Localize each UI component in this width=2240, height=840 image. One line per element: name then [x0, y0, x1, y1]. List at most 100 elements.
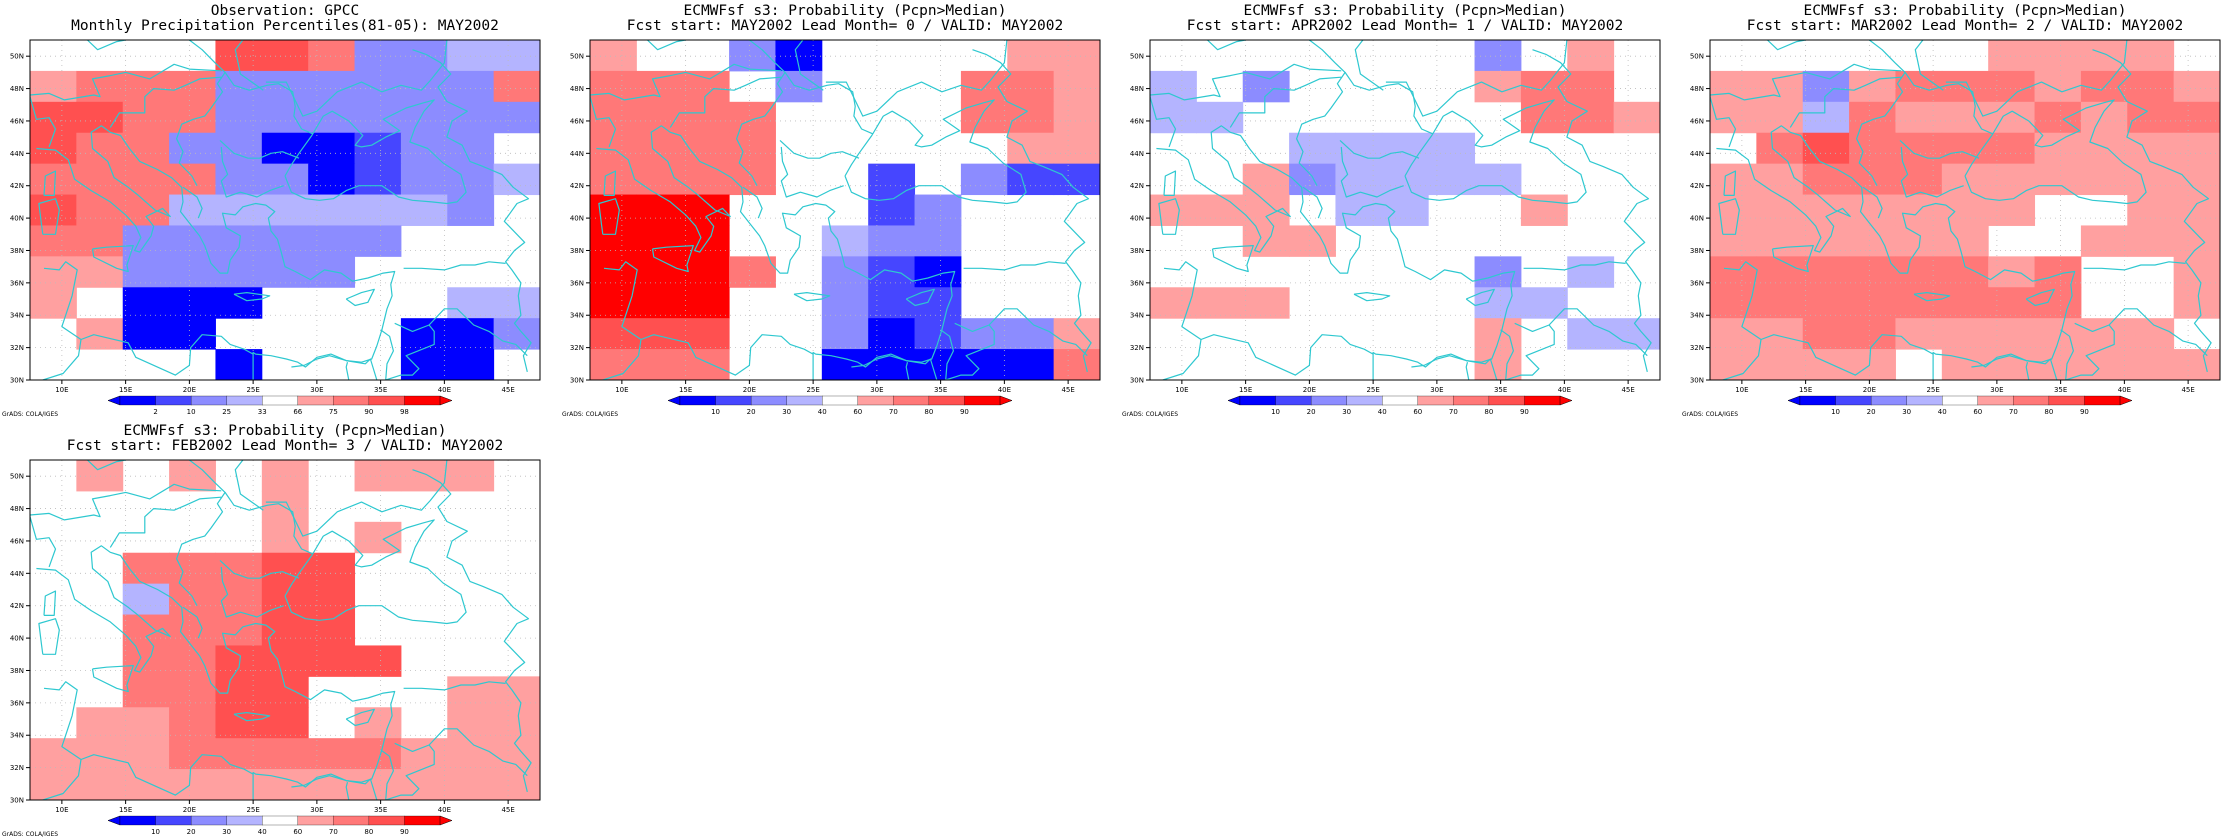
coastline [603, 170, 617, 196]
y-tick-label: 36N [10, 699, 24, 707]
coastline [394, 308, 528, 357]
y-tick-label: 42N [10, 602, 24, 610]
coastline [234, 40, 264, 91]
colorbar-swatch [679, 395, 717, 406]
heatmap-cell [30, 70, 77, 103]
colorbar-tick-label: 10 [187, 408, 196, 416]
colorbar-tick-label: 33 [258, 408, 267, 416]
colorbar-arrow-high [2119, 395, 2133, 406]
chart-svg: ECMWFsf s3: Probability (Pcpn>Median)Fcs… [1682, 3, 2221, 418]
heatmap-cell [682, 101, 730, 134]
plot-frame [589, 39, 1101, 381]
heatmap-cell [169, 132, 216, 165]
colorbar-swatch [2084, 395, 2121, 406]
y-tick-label: 36N [570, 279, 584, 287]
heatmap-cell [590, 70, 637, 103]
heatmap-cell [960, 349, 1008, 381]
colorbar-swatch [2048, 395, 2085, 406]
coastline [1162, 261, 1202, 380]
heatmap-cell [261, 40, 309, 72]
y-tick-label: 46N [10, 537, 24, 545]
heatmap-cell [1289, 225, 1336, 257]
coastline [646, 40, 686, 51]
colorbar-tick-label: 2 [153, 408, 157, 416]
colorbar-swatch [715, 395, 752, 406]
x-tick-label: 10E [1175, 386, 1188, 394]
x-tick-label: 25E [806, 386, 819, 394]
coastline [1913, 292, 1951, 302]
heatmap-cell [1150, 101, 1197, 134]
heatmap-cell [169, 101, 216, 134]
coastline [2060, 324, 2115, 380]
y-tick-label: 44N [1130, 150, 1144, 158]
heatmap-cell [447, 132, 495, 165]
coastlines [590, 40, 1092, 380]
heatmap-cell [1150, 70, 1197, 103]
coastline [224, 492, 314, 555]
coastline [1163, 170, 1177, 196]
y-tick-label: 34N [10, 312, 24, 320]
heatmap-cell [1802, 349, 1850, 381]
coastline [412, 469, 532, 793]
x-tick-label: 20E [1863, 386, 1876, 394]
heatmap-cell [1567, 70, 1615, 103]
coastline [91, 245, 134, 273]
heatmap-cell [1150, 287, 1197, 319]
coastline [596, 125, 956, 368]
heatmap-cell [1941, 287, 1989, 319]
chart-svg: ECMWFsf s3: Probability (Pcpn>Median)Fcs… [1122, 3, 1661, 418]
chart-title-line: Fcst start: MAY2002 Lead Month= 0 / VALI… [627, 18, 1064, 34]
coastline [784, 72, 874, 135]
coastline [412, 49, 532, 373]
heatmap-cell [1474, 349, 1522, 381]
colorbar-tick-label: 80 [364, 828, 373, 836]
heatmap-cell [30, 287, 77, 319]
heatmap-cell [1895, 225, 1943, 257]
heatmap-cell [2173, 70, 2221, 103]
chart-title-line: ECMWFsf s3: Probability (Pcpn>Median) [1803, 3, 2126, 19]
coastline [1862, 186, 1883, 219]
coastline [220, 566, 284, 618]
heatmap-cell [1613, 101, 1661, 134]
y-tick-label: 44N [10, 570, 24, 578]
y-tick-label: 32N [1690, 344, 1704, 352]
heatmap-cell [1941, 132, 1989, 165]
coastline [284, 99, 467, 205]
heatmap-cell [1242, 70, 1290, 103]
coastline [284, 519, 467, 625]
coastline [1532, 49, 1652, 373]
heatmap-cell [400, 163, 448, 196]
heatmap-cell [1756, 70, 1804, 103]
heatmap-cell [1053, 40, 1101, 72]
coastline [736, 40, 786, 186]
colorbar-tick-label: 20 [747, 408, 756, 416]
heatmap-cell [169, 256, 216, 288]
heatmap-cell [960, 318, 1008, 350]
heatmap-cell [682, 132, 730, 165]
coastline [669, 76, 782, 128]
chart-svg: ECMWFsf s3: Probability (Pcpn>Median)Fcs… [2, 423, 541, 838]
heatmap-cell [1710, 163, 1757, 196]
heatmap-cell [2080, 101, 2128, 134]
heatmap-cell [76, 707, 124, 739]
y-tick-label: 38N [1690, 247, 1704, 255]
heatmap-cell [590, 40, 637, 72]
coastline [1353, 292, 1391, 302]
heatmap-cell [1381, 194, 1429, 226]
coastline [1932, 351, 2058, 380]
heatmap-cell [169, 194, 216, 226]
colorbar-swatch [1835, 395, 1872, 406]
y-tick-label: 40N [10, 635, 24, 643]
heatmap-cell [1756, 318, 1804, 350]
colorbar-tick-label: 80 [1484, 408, 1493, 416]
x-tick-label: 30E [1990, 386, 2003, 394]
coastline [234, 460, 264, 511]
colorbar-swatch [333, 815, 370, 826]
heatmap-cell [215, 287, 263, 319]
heatmap-cell [2080, 225, 2128, 257]
coastline [80, 334, 254, 376]
heatmap-cell [1053, 70, 1101, 103]
colorbar-tick-label: 80 [2044, 408, 2053, 416]
y-tick-label: 32N [10, 344, 24, 352]
heatmap-cell [1474, 318, 1522, 350]
